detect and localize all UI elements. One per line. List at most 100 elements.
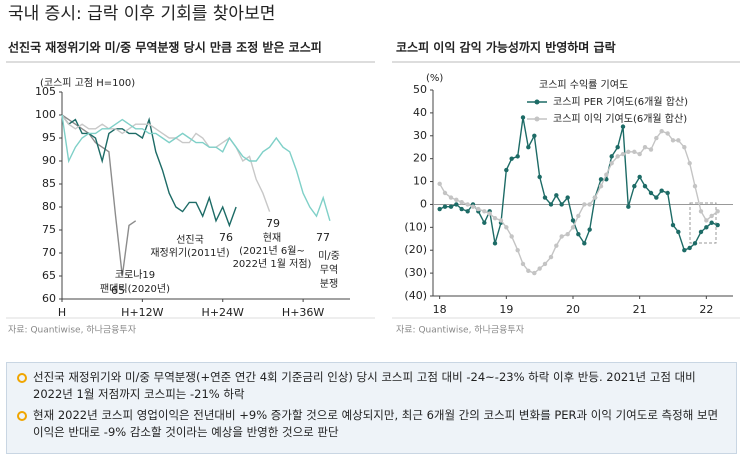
point	[437, 181, 442, 187]
point	[520, 261, 526, 267]
series-line	[439, 117, 718, 252]
trough-label: 77	[316, 231, 330, 244]
point	[715, 209, 720, 214]
point	[715, 222, 720, 228]
y-tick-label: (20)	[404, 243, 427, 256]
series-line	[61, 114, 331, 221]
point	[609, 154, 614, 159]
y-tick-label: (10)	[404, 220, 427, 233]
point	[659, 188, 664, 193]
y-tick-label: 75	[42, 223, 56, 236]
point	[459, 206, 464, 212]
point	[509, 156, 514, 161]
y-tick-label: 70	[42, 246, 56, 259]
y-tick-label: 0	[420, 197, 427, 210]
page-title: 국내 증시: 급락 이후 기회를 찾아보면	[8, 4, 275, 24]
point	[515, 248, 520, 253]
point	[565, 195, 570, 200]
point	[498, 218, 504, 223]
y-tick-label: 10	[413, 175, 427, 188]
point	[626, 204, 631, 209]
y-axis-label: (%)	[426, 73, 443, 84]
point	[632, 149, 637, 154]
point	[520, 115, 526, 120]
point	[676, 138, 681, 143]
y-tick-label: (30)	[404, 266, 427, 279]
point	[492, 215, 498, 221]
chart-title: 코스피 이익 감익 가능성까지 반영하며 급락	[396, 40, 616, 55]
note: 선진국 재정위기와 미/중 무역분쟁(+연준 연간 4회 기준금리 인상) 당시…	[17, 369, 726, 403]
point	[632, 183, 637, 189]
series-line	[61, 114, 137, 277]
y-tick-label: 95	[42, 131, 56, 144]
point	[670, 138, 676, 143]
point	[554, 193, 559, 198]
point	[476, 206, 481, 212]
series-label: 재정위기(2011년)	[150, 246, 229, 259]
point	[576, 232, 581, 237]
point	[615, 145, 620, 150]
point	[654, 135, 659, 141]
source: 자료: Quantiwise, 하나금융투자	[8, 325, 137, 336]
point	[709, 213, 714, 219]
point	[565, 232, 570, 237]
point	[676, 229, 681, 235]
point	[454, 202, 459, 207]
point	[687, 161, 692, 166]
x-tick-label: H+12W	[121, 306, 163, 319]
y-tick-label: 40	[413, 106, 427, 119]
series-label: (2021년 6월~	[239, 245, 305, 257]
point	[532, 133, 537, 138]
point	[704, 225, 709, 230]
y-axis-label: (코스피 고점 H=100)	[40, 77, 135, 89]
series-label: 코로나19	[115, 269, 155, 281]
point	[648, 147, 654, 152]
point	[548, 202, 554, 207]
point	[442, 190, 448, 196]
trough-label: 65	[111, 284, 125, 297]
series-label: 분쟁	[320, 278, 338, 290]
charts: 국내 증시: 급락 이후 기회를 찾아보면 선진국 재정위기와 미/중 무역분쟁…	[6, 4, 740, 336]
series-line	[61, 114, 237, 228]
point	[654, 195, 659, 200]
point	[598, 177, 604, 182]
point	[637, 174, 642, 180]
point	[620, 124, 626, 129]
point	[665, 190, 670, 196]
point	[682, 248, 687, 253]
legend-marker	[534, 116, 540, 122]
point	[437, 206, 442, 212]
point	[482, 209, 487, 214]
point	[642, 145, 648, 150]
legend-label: 코스피 이익 기여도(6개월 합산)	[553, 113, 687, 125]
point	[554, 243, 559, 248]
y-tick-label: 65	[42, 269, 56, 282]
y-tick-label: 20	[413, 152, 427, 165]
point	[665, 131, 670, 136]
point	[570, 218, 576, 223]
series-label: 선진국	[176, 234, 204, 246]
point	[470, 204, 476, 209]
point	[442, 204, 448, 209]
series-label: 미/중	[318, 250, 340, 262]
point	[698, 229, 704, 235]
point	[448, 195, 454, 200]
point	[648, 190, 654, 196]
point	[542, 261, 548, 267]
point	[582, 202, 587, 207]
point	[604, 172, 609, 177]
point	[559, 234, 564, 239]
point	[709, 220, 714, 225]
point	[682, 145, 687, 150]
point	[537, 266, 542, 271]
point	[570, 225, 576, 230]
point	[687, 245, 692, 251]
legend-marker	[534, 99, 540, 105]
point	[626, 149, 631, 154]
series-line	[439, 130, 719, 274]
point	[504, 167, 509, 173]
series-label: 무역	[320, 264, 338, 276]
point	[587, 202, 592, 207]
point	[609, 161, 614, 166]
